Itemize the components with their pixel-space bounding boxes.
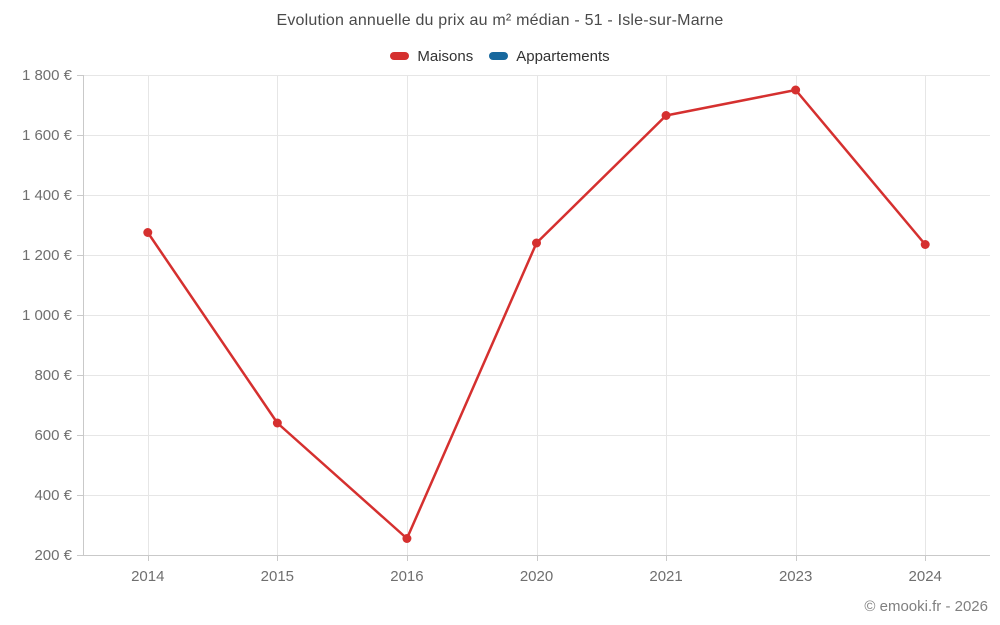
x-axis-label: 2014 — [131, 568, 164, 585]
legend-label: Maisons — [417, 47, 474, 65]
y-axis-label: 1 400 € — [22, 187, 73, 204]
y-axis-label: 200 € — [34, 547, 72, 564]
y-axis-label: 600 € — [34, 427, 72, 444]
legend-item-maisons[interactable]: Maisons — [390, 48, 473, 65]
legend-item-appartements[interactable]: Appartements — [489, 47, 610, 65]
data-point-maisons[interactable] — [532, 238, 541, 248]
y-axis-label: 1 200 € — [22, 247, 73, 264]
x-axis-label: 2023 — [779, 568, 812, 585]
data-point-maisons[interactable] — [402, 534, 412, 543]
data-point-maisons[interactable] — [143, 228, 153, 237]
copyright-footer: © emooki.fr - 2026 — [864, 598, 988, 615]
x-axis-label: 2021 — [649, 568, 682, 585]
y-axis-label: 400 € — [34, 487, 72, 504]
legend-swatch-icon — [390, 52, 410, 60]
y-axis-label: 1 000 € — [22, 307, 73, 324]
x-axis-label: 2015 — [261, 568, 294, 585]
chart-title: Evolution annuelle du prix au m² médian … — [276, 12, 724, 29]
data-point-maisons[interactable] — [920, 240, 930, 249]
data-point-maisons[interactable] — [791, 85, 801, 95]
series-line-maisons — [146, 88, 927, 540]
x-axis-label: 2020 — [520, 568, 553, 585]
y-axis-label: 1 600 € — [22, 127, 73, 144]
legend: Maisons Appartements — [0, 45, 1000, 67]
legend-label: Appartements — [516, 47, 610, 65]
x-axis-label: 2016 — [390, 568, 423, 585]
legend-swatch-icon — [489, 52, 509, 60]
y-axis-label: 1 800 € — [22, 67, 73, 84]
data-point-maisons[interactable] — [272, 418, 282, 428]
data-point-maisons[interactable] — [661, 111, 671, 120]
y-axis-label: 800 € — [34, 367, 72, 384]
x-axis-label: 2024 — [909, 568, 942, 585]
